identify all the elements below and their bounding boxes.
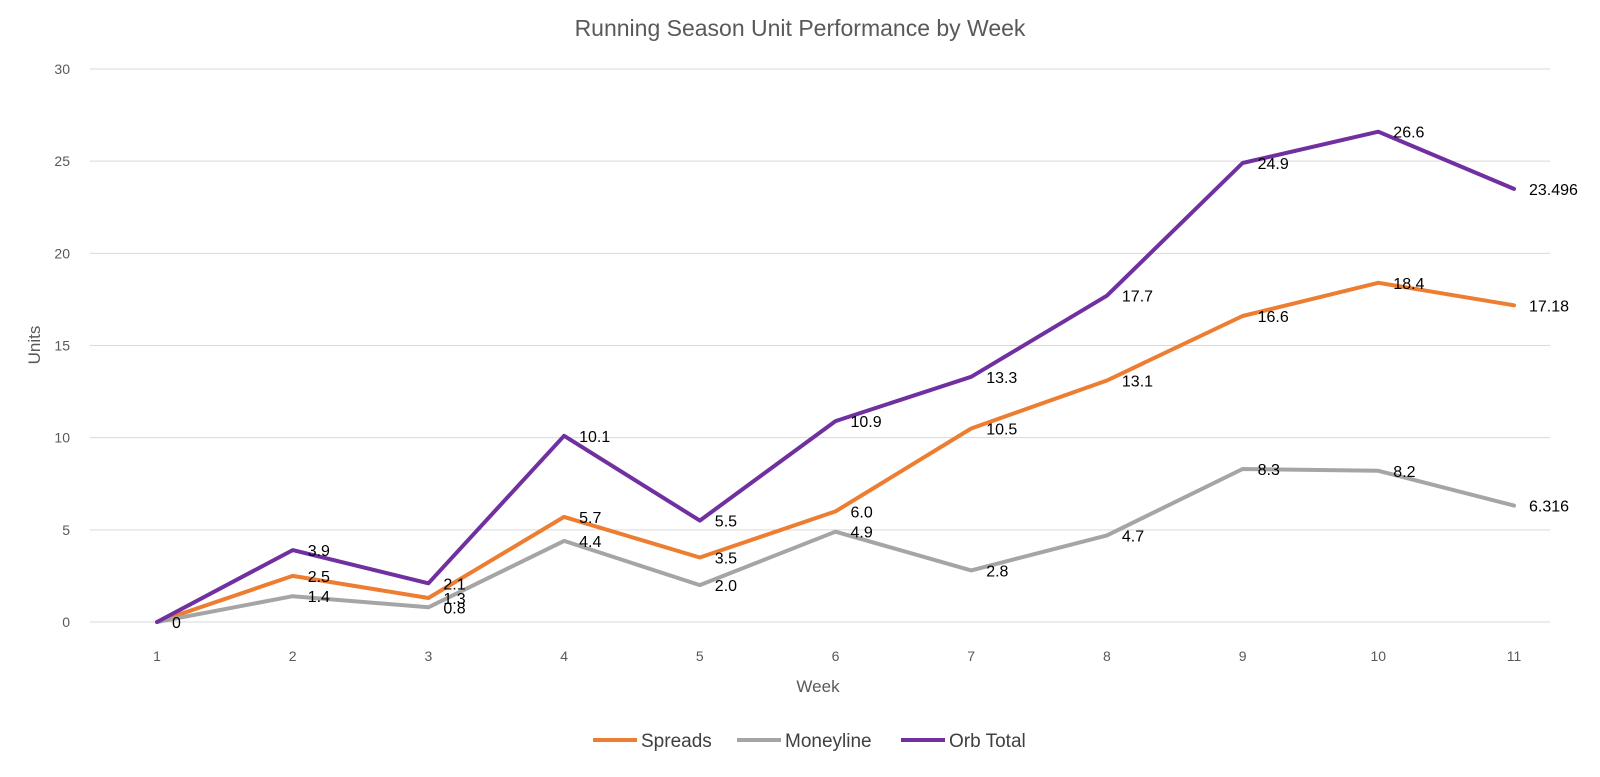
- data-label-spreads: 2.5: [308, 569, 330, 586]
- data-label-orb-total: 0: [172, 615, 181, 632]
- data-label-orb-total: 17.7: [1122, 289, 1153, 306]
- data-label-moneyline: 8.3: [1258, 462, 1280, 479]
- x-tick-label: 5: [696, 648, 704, 664]
- y-tick-label: 30: [54, 61, 70, 77]
- x-tick-label: 6: [832, 648, 840, 664]
- legend-item-orb-total: Orb Total: [901, 731, 1026, 752]
- y-tick-label: 20: [54, 245, 70, 261]
- series-line-orb-total: [155, 129, 1516, 624]
- legend-label-orb-total: Orb Total: [949, 731, 1026, 752]
- chart-title: Running Season Unit Performance by Week: [575, 15, 1026, 41]
- legend-item-moneyline: Moneyline: [737, 731, 872, 752]
- data-label-moneyline: 4.7: [1122, 528, 1144, 545]
- x-tick-label: 9: [1239, 648, 1247, 664]
- y-tick-label: 5: [62, 522, 70, 538]
- y-tick-label: 15: [54, 338, 70, 354]
- data-label-moneyline: 0.8: [443, 600, 465, 617]
- data-label-moneyline: 4.9: [851, 525, 873, 542]
- y-axis-ticks: 0 5 10 15 20 25 30: [54, 61, 70, 630]
- data-label-spreads: 5.7: [579, 510, 601, 527]
- data-label-orb-total: 2.1: [443, 576, 465, 593]
- legend-item-spreads: Spreads: [593, 731, 712, 752]
- data-label-spreads: 10.5: [986, 421, 1017, 438]
- y-axis-title: Units: [25, 326, 44, 365]
- x-tick-label: 7: [967, 648, 975, 664]
- y-tick-label: 10: [54, 430, 70, 446]
- series-lines: [155, 129, 1516, 624]
- y-tick-label: 25: [54, 153, 70, 169]
- data-label-spreads: 3.5: [715, 550, 737, 567]
- data-label-orb-total: 26.6: [1393, 125, 1424, 142]
- x-axis-title: Week: [796, 677, 840, 696]
- data-label-moneyline: 8.2: [1393, 464, 1415, 481]
- legend: Spreads Moneyline Orb Total: [593, 731, 1026, 752]
- data-label-moneyline: 2.8: [986, 563, 1008, 580]
- x-axis-ticks: 1 2 3 4 5 6 7 8 9 10 11: [153, 648, 1521, 664]
- data-label-orb-total: 13.3: [986, 370, 1017, 387]
- data-label-spreads: 18.4: [1393, 276, 1424, 293]
- data-label-orb-total: 23.496: [1529, 182, 1578, 199]
- data-label-moneyline: 4.4: [579, 534, 601, 551]
- x-tick-label: 11: [1507, 648, 1522, 664]
- x-tick-label: 10: [1371, 648, 1387, 664]
- x-tick-label: 2: [289, 648, 297, 664]
- data-label-orb-total: 3.9: [308, 543, 330, 560]
- x-tick-label: 4: [560, 648, 568, 664]
- data-label-moneyline: 6.316: [1529, 499, 1569, 516]
- data-label-spreads: 1.3: [443, 591, 465, 608]
- data-label-orb-total: 24.9: [1258, 156, 1289, 173]
- legend-label-moneyline: Moneyline: [785, 731, 872, 752]
- x-tick-label: 1: [153, 648, 161, 664]
- y-tick-label: 0: [62, 614, 70, 630]
- data-label-orb-total: 10.9: [851, 414, 882, 431]
- series-line-moneyline: [155, 467, 1516, 624]
- gridlines: [90, 68, 1550, 623]
- legend-label-spreads: Spreads: [641, 731, 712, 752]
- data-label-spreads: 17.18: [1529, 298, 1569, 315]
- data-label-orb-total: 5.5: [715, 514, 737, 531]
- data-label-spreads: 13.1: [1122, 374, 1153, 391]
- data-labels: 2.5 1.3 5.7 3.5 6.0 10.5 13.1 16.6 18.4 17.18 1.4 0…: [172, 125, 1578, 632]
- x-tick-label: 3: [425, 648, 433, 664]
- data-label-spreads: 6.0: [851, 504, 873, 521]
- data-label-orb-total: 10.1: [579, 429, 610, 446]
- series-line-spreads: [155, 280, 1516, 624]
- data-label-moneyline: 1.4: [308, 589, 330, 606]
- x-tick-label: 8: [1103, 648, 1111, 664]
- data-label-moneyline: 2.0: [715, 578, 737, 595]
- data-label-spreads: 16.6: [1258, 309, 1289, 326]
